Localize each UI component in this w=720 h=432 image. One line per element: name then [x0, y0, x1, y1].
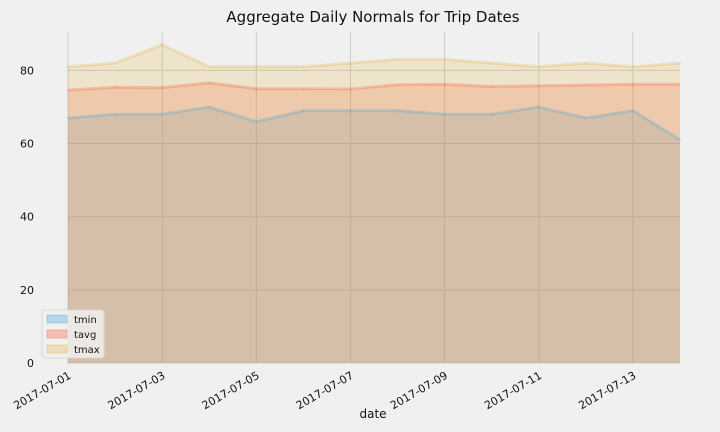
point-tmin-2017-07-14 — [679, 139, 681, 141]
y-tick-label-80: 80 — [20, 64, 34, 77]
point-tmin-2017-07-09 — [443, 113, 446, 116]
point-tavg-2017-07-03 — [161, 86, 163, 89]
point-tavg-2017-07-07 — [349, 88, 352, 90]
point-tmin-2017-07-11 — [537, 106, 540, 108]
point-tavg-2017-07-13 — [632, 83, 634, 86]
legend-label-tmax: tmax — [74, 345, 100, 356]
area-tmin — [68, 106, 680, 363]
point-tmin-2017-07-08 — [396, 109, 399, 112]
point-tmin-2017-07-13 — [632, 109, 634, 112]
point-tmin-2017-07-06 — [302, 109, 305, 112]
line-tmax — [67, 43, 681, 69]
legend: tmin tavg tmax — [41, 309, 105, 359]
x-axis-label: date — [359, 407, 386, 421]
point-tmin-2017-07-01 — [67, 117, 69, 119]
point-tmax-2017-07-06 — [302, 65, 305, 68]
point-tmax-2017-07-13 — [632, 65, 634, 68]
point-tmax-2017-07-01 — [67, 65, 69, 68]
y-tick-label-60: 60 — [20, 138, 34, 151]
legend-label-tavg: tavg — [74, 330, 96, 341]
point-tmax-2017-07-07 — [349, 62, 352, 64]
legend-swatch-tmin — [46, 314, 68, 324]
point-tavg-2017-07-05 — [255, 87, 258, 90]
area-tmax — [68, 44, 680, 363]
point-tavg-2017-07-11 — [537, 84, 540, 87]
y-tick-labels: 0 20 40 60 80 — [20, 64, 34, 370]
line-tmin — [67, 105, 681, 142]
point-tmax-2017-07-02 — [114, 62, 116, 64]
chart-title: Aggregate Daily Normals for Trip Dates — [226, 8, 519, 26]
point-tmin-2017-07-10 — [490, 113, 493, 116]
point-tmax-2017-07-09 — [443, 58, 446, 61]
point-tmax-2017-07-11 — [537, 65, 540, 68]
point-tavg-2017-07-14 — [679, 83, 681, 86]
legend-label-tmin: tmin — [74, 315, 97, 326]
legend-swatch-tmax — [46, 344, 68, 354]
area-tavg — [68, 82, 680, 363]
point-tmin-2017-07-03 — [161, 113, 163, 116]
point-tmax-2017-07-10 — [490, 62, 493, 64]
point-tmax-2017-07-12 — [585, 62, 587, 64]
y-tick-label-0: 0 — [27, 357, 34, 370]
point-tmin-2017-07-07 — [349, 109, 352, 112]
point-tavg-2017-07-12 — [585, 84, 587, 86]
line-tavg — [67, 81, 680, 92]
point-tmax-2017-07-08 — [396, 58, 399, 61]
y-tick-label-20: 20 — [20, 284, 34, 297]
point-tmax-2017-07-14 — [679, 62, 681, 64]
legend-box — [41, 309, 105, 359]
point-tavg-2017-07-04 — [208, 82, 211, 84]
point-tmin-2017-07-02 — [114, 113, 116, 116]
legend-swatch-tavg — [46, 329, 68, 339]
point-tavg-2017-07-08 — [396, 83, 399, 86]
point-tavg-2017-07-01 — [67, 89, 69, 91]
area-layer — [68, 44, 680, 363]
point-tmin-2017-07-04 — [208, 106, 211, 108]
point-tmin-2017-07-12 — [585, 117, 587, 119]
line-layer — [67, 43, 681, 142]
point-tavg-2017-07-10 — [490, 85, 493, 88]
point-tmax-2017-07-05 — [255, 65, 258, 68]
grid-layer — [67, 32, 680, 364]
point-tavg-2017-07-09 — [443, 83, 446, 86]
y-tick-label-40: 40 — [20, 211, 34, 224]
point-tmin-2017-07-05 — [255, 120, 258, 123]
point-tavg-2017-07-02 — [114, 86, 116, 89]
point-tmax-2017-07-04 — [208, 65, 211, 68]
point-tmax-2017-07-03 — [161, 44, 163, 46]
point-tavg-2017-07-06 — [302, 87, 305, 90]
